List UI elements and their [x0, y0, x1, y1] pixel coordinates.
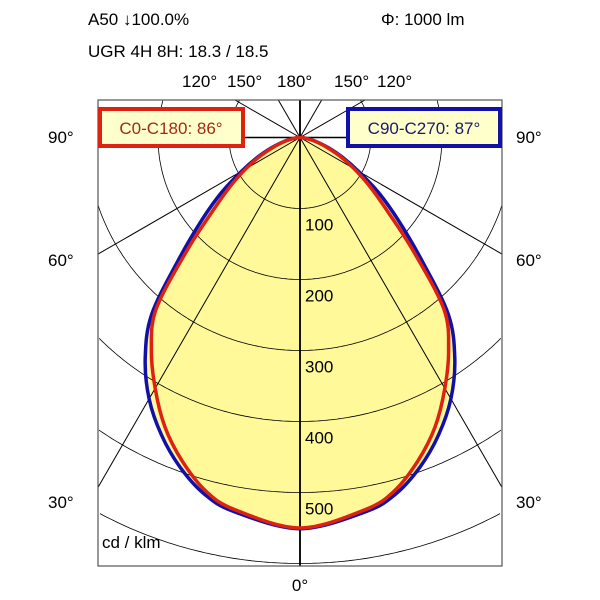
grid-ring-300: [97, 204, 503, 351]
angle-label-right-0: 90°: [516, 128, 542, 147]
grid-line-150: [299, 99, 323, 138]
luminous-flux: Φ: 1000 lm: [381, 10, 465, 29]
legend-c0-c180-label: C0-C180: 86°: [119, 119, 222, 138]
plot-frame: [97, 99, 503, 567]
angle-label-top-4: 120°: [377, 72, 412, 91]
ring-label-300: 300: [305, 358, 333, 377]
luminaire-efficiency: A50 ↓100.0%: [88, 10, 189, 29]
grid-line-150: [277, 99, 301, 138]
unit-label: cd / klm: [102, 533, 161, 552]
grid-line-30: [97, 137, 301, 488]
angle-label-bottom: 0°: [292, 576, 308, 595]
grid-ring-400: [98, 338, 502, 422]
angle-label-top-2: 180°: [277, 72, 312, 91]
angle-label-left-0: 90°: [48, 128, 74, 147]
ring-label-100: 100: [305, 216, 333, 235]
ring-label-400: 400: [305, 429, 333, 448]
angle-label-left-1: 60°: [48, 251, 74, 270]
curve-c0_c180: [149, 135, 451, 530]
legend-c90-c270-label: C90-C270: 87°: [368, 119, 481, 138]
grid-line-120: [299, 99, 366, 138]
angle-label-left-2: 30°: [48, 493, 74, 512]
angle-label-top-3: 150°: [334, 72, 369, 91]
legend-c90-c270: C90-C270: 87°: [346, 107, 502, 148]
grid-line-60: [299, 137, 503, 255]
angle-label-top-1: 150°: [227, 72, 262, 91]
angle-label-top-0: 120°: [182, 72, 217, 91]
grid-line-60: [97, 137, 301, 255]
legend-c0-c180: C0-C180: 86°: [98, 107, 245, 148]
ring-label-500: 500: [305, 500, 333, 519]
grid-ring-600: [99, 513, 501, 564]
ring-label-200: 200: [305, 287, 333, 306]
grid-line-30: [299, 137, 503, 488]
angle-label-right-2: 30°: [516, 493, 542, 512]
angle-label-right-1: 60°: [516, 251, 542, 270]
grid-line-120: [234, 99, 301, 138]
ugr-values: UGR 4H 8H: 18.3 / 18.5: [88, 42, 268, 61]
top-angle-labels: 120° 150° 180° 150° 120°: [182, 72, 412, 91]
